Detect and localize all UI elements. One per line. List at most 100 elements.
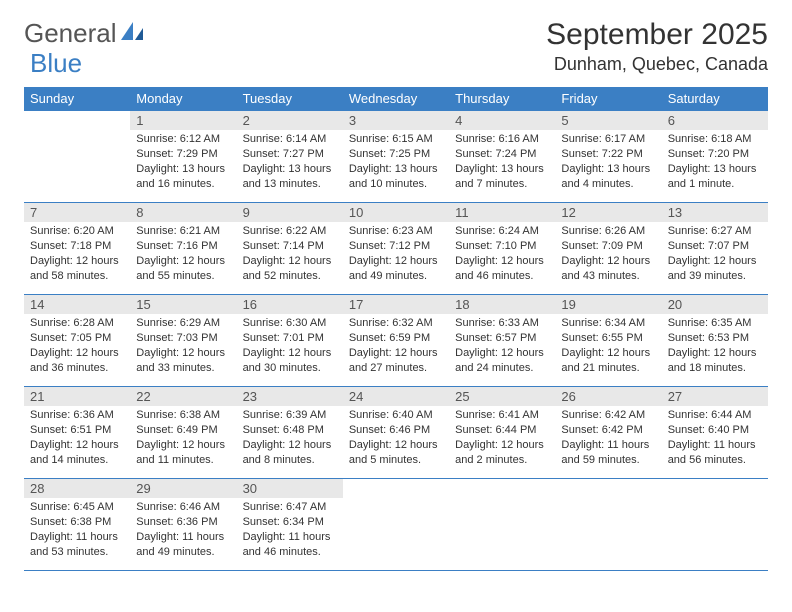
calendar-cell: 30Sunrise: 6:47 AMSunset: 6:34 PMDayligh… — [237, 479, 343, 571]
sunset-text: Sunset: 7:07 PM — [668, 239, 762, 254]
calendar-cell: 16Sunrise: 6:30 AMSunset: 7:01 PMDayligh… — [237, 295, 343, 387]
sunset-text: Sunset: 6:36 PM — [136, 515, 230, 530]
sunrise-text: Sunrise: 6:16 AM — [455, 132, 549, 147]
sunrise-text: Sunrise: 6:22 AM — [243, 224, 337, 239]
month-title: September 2025 — [546, 18, 768, 52]
day-details: Sunrise: 6:26 AMSunset: 7:09 PMDaylight:… — [555, 222, 661, 285]
sunrise-text: Sunrise: 6:15 AM — [349, 132, 443, 147]
daylight-text: Daylight: 12 hours and 14 minutes. — [30, 438, 124, 468]
day-number: 5 — [555, 111, 661, 130]
sunset-text: Sunset: 7:10 PM — [455, 239, 549, 254]
calendar-cell: 20Sunrise: 6:35 AMSunset: 6:53 PMDayligh… — [662, 295, 768, 387]
day-number: 6 — [662, 111, 768, 130]
day-details: Sunrise: 6:42 AMSunset: 6:42 PMDaylight:… — [555, 406, 661, 469]
sunset-text: Sunset: 7:16 PM — [136, 239, 230, 254]
calendar-cell: 6Sunrise: 6:18 AMSunset: 7:20 PMDaylight… — [662, 111, 768, 203]
day-number: 8 — [130, 203, 236, 222]
sunset-text: Sunset: 7:27 PM — [243, 147, 337, 162]
calendar-cell: 27Sunrise: 6:44 AMSunset: 6:40 PMDayligh… — [662, 387, 768, 479]
calendar-cell: . — [662, 479, 768, 571]
calendar-cell: 29Sunrise: 6:46 AMSunset: 6:36 PMDayligh… — [130, 479, 236, 571]
day-number: 25 — [449, 387, 555, 406]
daylight-text: Daylight: 12 hours and 2 minutes. — [455, 438, 549, 468]
day-number: 22 — [130, 387, 236, 406]
day-number: 9 — [237, 203, 343, 222]
calendar-cell: 12Sunrise: 6:26 AMSunset: 7:09 PMDayligh… — [555, 203, 661, 295]
calendar-row: 7Sunrise: 6:20 AMSunset: 7:18 PMDaylight… — [24, 203, 768, 295]
calendar-cell: 1Sunrise: 6:12 AMSunset: 7:29 PMDaylight… — [130, 111, 236, 203]
sunset-text: Sunset: 7:25 PM — [349, 147, 443, 162]
calendar-cell: 9Sunrise: 6:22 AMSunset: 7:14 PMDaylight… — [237, 203, 343, 295]
sunset-text: Sunset: 6:55 PM — [561, 331, 655, 346]
day-details: Sunrise: 6:47 AMSunset: 6:34 PMDaylight:… — [237, 498, 343, 561]
day-number: 4 — [449, 111, 555, 130]
weekday-sunday: Sunday — [24, 87, 130, 111]
day-details: Sunrise: 6:17 AMSunset: 7:22 PMDaylight:… — [555, 130, 661, 193]
calendar-cell: . — [24, 111, 130, 203]
daylight-text: Daylight: 11 hours and 49 minutes. — [136, 530, 230, 560]
day-number: 21 — [24, 387, 130, 406]
calendar-cell: 2Sunrise: 6:14 AMSunset: 7:27 PMDaylight… — [237, 111, 343, 203]
calendar-row: 28Sunrise: 6:45 AMSunset: 6:38 PMDayligh… — [24, 479, 768, 571]
calendar-cell: . — [343, 479, 449, 571]
day-details: Sunrise: 6:41 AMSunset: 6:44 PMDaylight:… — [449, 406, 555, 469]
sunset-text: Sunset: 6:44 PM — [455, 423, 549, 438]
day-details: Sunrise: 6:20 AMSunset: 7:18 PMDaylight:… — [24, 222, 130, 285]
day-details: Sunrise: 6:39 AMSunset: 6:48 PMDaylight:… — [237, 406, 343, 469]
sunset-text: Sunset: 6:59 PM — [349, 331, 443, 346]
day-number: 23 — [237, 387, 343, 406]
day-number: 7 — [24, 203, 130, 222]
daylight-text: Daylight: 12 hours and 55 minutes. — [136, 254, 230, 284]
day-details: Sunrise: 6:38 AMSunset: 6:49 PMDaylight:… — [130, 406, 236, 469]
day-details: Sunrise: 6:34 AMSunset: 6:55 PMDaylight:… — [555, 314, 661, 377]
daylight-text: Daylight: 11 hours and 53 minutes. — [30, 530, 124, 560]
daylight-text: Daylight: 13 hours and 1 minute. — [668, 162, 762, 192]
daylight-text: Daylight: 11 hours and 59 minutes. — [561, 438, 655, 468]
calendar-cell: 17Sunrise: 6:32 AMSunset: 6:59 PMDayligh… — [343, 295, 449, 387]
calendar-cell: 28Sunrise: 6:45 AMSunset: 6:38 PMDayligh… — [24, 479, 130, 571]
day-number: 26 — [555, 387, 661, 406]
sunrise-text: Sunrise: 6:39 AM — [243, 408, 337, 423]
daylight-text: Daylight: 12 hours and 43 minutes. — [561, 254, 655, 284]
brand-word-2: Blue — [30, 48, 82, 79]
day-number: 30 — [237, 479, 343, 498]
brand-word-1: General — [24, 18, 117, 49]
calendar-cell: 7Sunrise: 6:20 AMSunset: 7:18 PMDaylight… — [24, 203, 130, 295]
day-details: Sunrise: 6:36 AMSunset: 6:51 PMDaylight:… — [24, 406, 130, 469]
daylight-text: Daylight: 12 hours and 36 minutes. — [30, 346, 124, 376]
calendar-cell: 13Sunrise: 6:27 AMSunset: 7:07 PMDayligh… — [662, 203, 768, 295]
sunrise-text: Sunrise: 6:42 AM — [561, 408, 655, 423]
sunrise-text: Sunrise: 6:28 AM — [30, 316, 124, 331]
sunrise-text: Sunrise: 6:34 AM — [561, 316, 655, 331]
sunrise-text: Sunrise: 6:41 AM — [455, 408, 549, 423]
day-details: Sunrise: 6:18 AMSunset: 7:20 PMDaylight:… — [662, 130, 768, 193]
calendar-cell: 15Sunrise: 6:29 AMSunset: 7:03 PMDayligh… — [130, 295, 236, 387]
daylight-text: Daylight: 12 hours and 8 minutes. — [243, 438, 337, 468]
calendar-row: .1Sunrise: 6:12 AMSunset: 7:29 PMDayligh… — [24, 111, 768, 203]
title-block: September 2025 Dunham, Quebec, Canada — [546, 18, 768, 75]
day-number: 14 — [24, 295, 130, 314]
sunset-text: Sunset: 6:46 PM — [349, 423, 443, 438]
sunset-text: Sunset: 7:05 PM — [30, 331, 124, 346]
day-details: Sunrise: 6:45 AMSunset: 6:38 PMDaylight:… — [24, 498, 130, 561]
sunrise-text: Sunrise: 6:32 AM — [349, 316, 443, 331]
sunrise-text: Sunrise: 6:21 AM — [136, 224, 230, 239]
day-details: Sunrise: 6:33 AMSunset: 6:57 PMDaylight:… — [449, 314, 555, 377]
sunrise-text: Sunrise: 6:30 AM — [243, 316, 337, 331]
day-number: 18 — [449, 295, 555, 314]
daylight-text: Daylight: 12 hours and 30 minutes. — [243, 346, 337, 376]
sunset-text: Sunset: 6:34 PM — [243, 515, 337, 530]
sunset-text: Sunset: 6:42 PM — [561, 423, 655, 438]
calendar-cell: 19Sunrise: 6:34 AMSunset: 6:55 PMDayligh… — [555, 295, 661, 387]
daylight-text: Daylight: 12 hours and 5 minutes. — [349, 438, 443, 468]
calendar-cell: . — [555, 479, 661, 571]
calendar-cell: 5Sunrise: 6:17 AMSunset: 7:22 PMDaylight… — [555, 111, 661, 203]
sunrise-text: Sunrise: 6:18 AM — [668, 132, 762, 147]
daylight-text: Daylight: 12 hours and 33 minutes. — [136, 346, 230, 376]
daylight-text: Daylight: 11 hours and 56 minutes. — [668, 438, 762, 468]
calendar-head: SundayMondayTuesdayWednesdayThursdayFrid… — [24, 87, 768, 111]
weekday-thursday: Thursday — [449, 87, 555, 111]
calendar-cell: 11Sunrise: 6:24 AMSunset: 7:10 PMDayligh… — [449, 203, 555, 295]
sunrise-text: Sunrise: 6:24 AM — [455, 224, 549, 239]
day-number: 15 — [130, 295, 236, 314]
